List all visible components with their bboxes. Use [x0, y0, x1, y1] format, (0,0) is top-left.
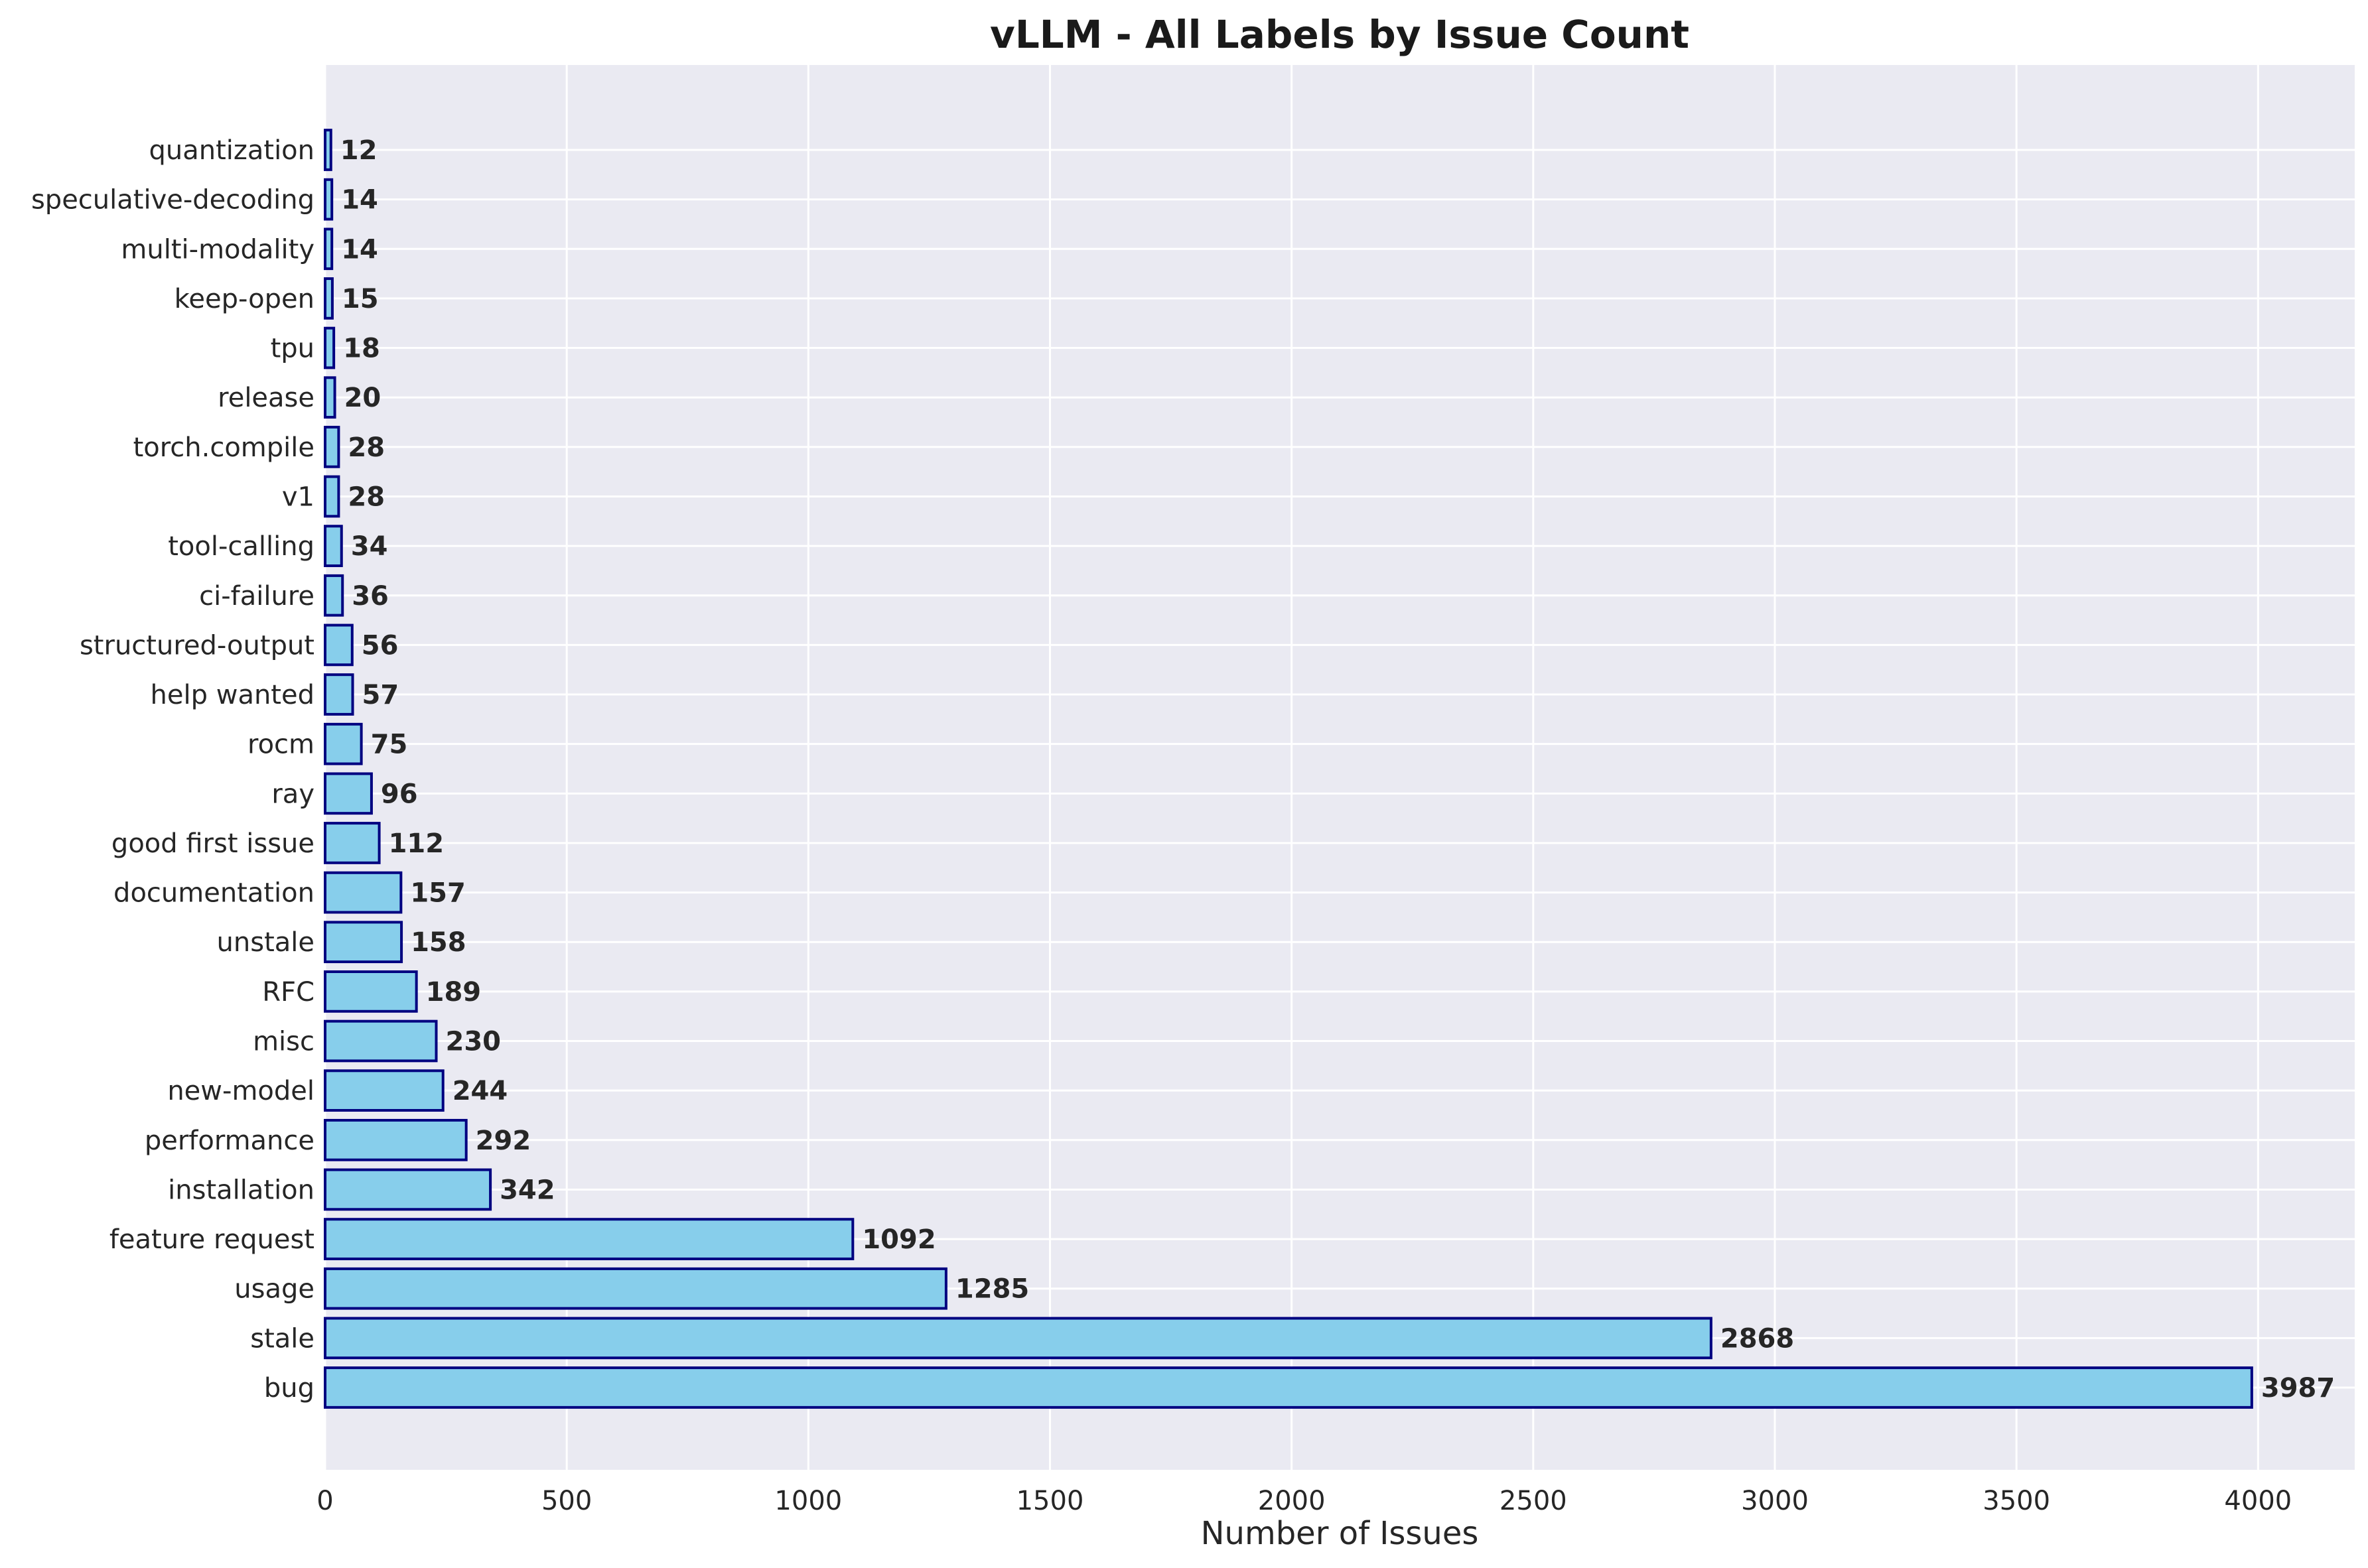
value-label: 96 [381, 779, 418, 809]
category-label: tool-calling [168, 531, 314, 562]
x-tick-label: 1000 [774, 1486, 842, 1516]
category-label: speculative-decoding [31, 185, 314, 216]
value-label: 57 [362, 680, 399, 710]
bar-new-model [324, 1069, 445, 1112]
bar-usage [324, 1267, 947, 1310]
category-label: bug [264, 1373, 314, 1404]
value-label: 12 [340, 135, 378, 166]
x-tick-label: 2500 [1499, 1486, 1567, 1516]
category-label: ci-failure [199, 581, 314, 612]
chart-title: vLLM - All Labels by Issue Count [990, 12, 1689, 57]
bar-tool-calling [324, 525, 343, 567]
value-label: 34 [351, 531, 388, 562]
x-tick-label: 500 [541, 1486, 592, 1516]
bar-speculative-decoding [324, 178, 334, 221]
value-label: 230 [446, 1027, 502, 1057]
category-label: stale [250, 1323, 314, 1354]
category-label: quantization [149, 135, 314, 166]
category-label: installation [168, 1175, 314, 1205]
bar-torch-compile [324, 425, 340, 468]
category-label: misc [253, 1027, 314, 1057]
value-label: 18 [343, 334, 380, 364]
value-label: 112 [389, 828, 445, 859]
bars [324, 129, 2253, 1409]
category-label: documentation [113, 878, 314, 909]
value-label: 75 [371, 730, 408, 760]
bar-tpu [324, 326, 336, 369]
value-label: 28 [348, 482, 385, 512]
bar-rfc [324, 970, 418, 1013]
value-label: 15 [342, 284, 379, 314]
value-label: 1285 [955, 1274, 1029, 1305]
value-label: 28 [348, 432, 385, 463]
category-label: feature request [109, 1224, 314, 1255]
bar-installation [324, 1168, 492, 1211]
category-label: help wanted [151, 680, 314, 710]
x-tick-label: 4000 [2224, 1486, 2292, 1516]
bar-structured-output [324, 623, 354, 667]
bar-ray [324, 772, 373, 815]
bar-release [324, 376, 336, 419]
x-axis-label: Number of Issues [1201, 1515, 1479, 1552]
value-label: 189 [426, 977, 482, 1008]
x-tick-label: 1500 [1016, 1486, 1084, 1516]
value-label: 157 [410, 878, 466, 909]
x-tick-label: 2000 [1258, 1486, 1326, 1516]
value-label: 14 [341, 185, 378, 216]
bar-good-first-issue [324, 822, 381, 864]
category-label: RFC [262, 977, 314, 1008]
category-label: performance [145, 1126, 314, 1156]
bar-quantization [324, 129, 332, 171]
bar-v1 [324, 475, 340, 518]
category-label: torch.compile [133, 432, 314, 463]
category-label: unstale [217, 927, 314, 958]
value-label: 158 [411, 927, 466, 958]
data-labels: 3987 2868 1285 1092 342 292 244 230 189 158 157 112… [340, 135, 2335, 1404]
bar-multi-modality [324, 228, 334, 271]
bar-ci-failure [324, 574, 344, 617]
x-tick-labels: 0 500 1000 1500 2000 2500 3000 3500 4000 [316, 1486, 2292, 1516]
value-label: 244 [453, 1076, 508, 1106]
bar-misc [324, 1019, 438, 1063]
value-label: 3987 [2261, 1373, 2335, 1404]
x-tick-label: 0 [316, 1486, 333, 1516]
category-label: keep-open [174, 284, 314, 314]
category-label: tpu [271, 334, 314, 364]
value-label: 56 [362, 630, 399, 661]
bar-keep-open [324, 277, 334, 320]
category-label: new-model [167, 1076, 314, 1106]
category-label: release [218, 383, 314, 413]
bar-rocm [324, 722, 363, 765]
value-label: 36 [352, 581, 389, 612]
category-label: usage [234, 1274, 314, 1305]
category-label: structured-output [80, 630, 314, 661]
bar-help-wanted [324, 673, 354, 716]
bar-documentation [324, 871, 403, 914]
bar-feature-request [324, 1218, 855, 1260]
bar-unstale [324, 921, 403, 964]
value-label: 20 [344, 383, 382, 413]
category-label: v1 [282, 482, 314, 512]
category-label: ray [271, 779, 314, 809]
value-label: 14 [341, 234, 378, 265]
x-tick-label: 3500 [1983, 1486, 2050, 1516]
value-label: 2868 [1720, 1323, 1794, 1354]
category-tick-labels: bug stale usage feature request installation… [31, 135, 314, 1404]
bar-performance [324, 1118, 468, 1161]
value-label: 292 [476, 1126, 531, 1156]
value-label: 342 [500, 1175, 555, 1205]
category-label: rocm [247, 730, 314, 760]
x-tick-label: 3000 [1741, 1486, 1809, 1516]
category-label: good first issue [111, 828, 314, 859]
category-label: multi-modality [121, 234, 314, 265]
bar-bug [324, 1366, 2253, 1409]
bar-stale [324, 1317, 1712, 1360]
value-label: 1092 [862, 1224, 936, 1255]
